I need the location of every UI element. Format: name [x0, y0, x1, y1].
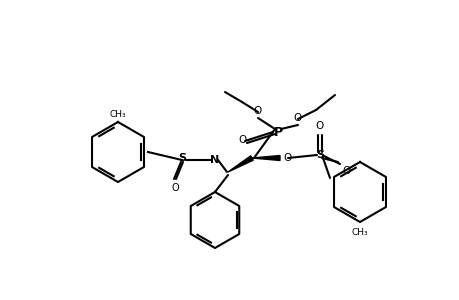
Text: CH₃: CH₃ — [351, 228, 368, 237]
Text: CH₃: CH₃ — [109, 110, 126, 119]
Text: S: S — [315, 150, 323, 160]
Text: O: O — [282, 153, 291, 163]
Text: N: N — [210, 155, 219, 165]
Text: S: S — [178, 153, 185, 163]
Text: O: O — [315, 121, 324, 131]
Text: O: O — [293, 113, 302, 123]
Polygon shape — [252, 155, 280, 160]
Text: O: O — [238, 135, 246, 145]
Text: P: P — [273, 125, 282, 139]
Text: O: O — [253, 106, 262, 116]
Polygon shape — [228, 156, 253, 172]
Text: O: O — [341, 166, 349, 176]
Text: O: O — [171, 183, 179, 193]
